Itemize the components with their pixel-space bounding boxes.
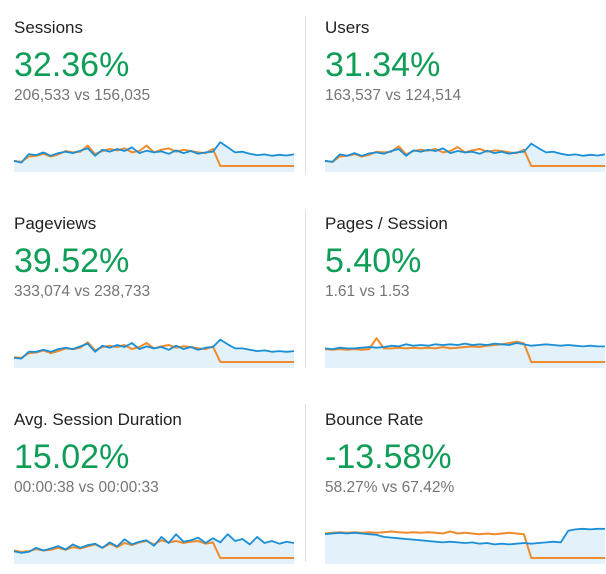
sparkline-previous-line bbox=[324, 337, 605, 363]
metric-name: Bounce Rate bbox=[325, 410, 424, 429]
sparkline-current-area bbox=[14, 534, 294, 564]
sparkline-current-area bbox=[325, 528, 605, 564]
sparkline-current-line bbox=[13, 141, 295, 164]
sparkline-current-line bbox=[324, 142, 606, 163]
metric-card-sessions[interactable]: Sessions 32.36% 206,533 vs 156,035 bbox=[13, 12, 295, 182]
sparkline-previous-line bbox=[324, 530, 605, 559]
sparkline bbox=[324, 142, 606, 172]
column-divider bbox=[305, 210, 306, 368]
metric-comparison: 58.27% vs 67.42% bbox=[325, 479, 455, 496]
metric-name: Users bbox=[325, 18, 370, 37]
metric-name: Sessions bbox=[14, 18, 83, 37]
column-divider bbox=[305, 404, 306, 562]
sparkline bbox=[13, 141, 295, 172]
metric-name: Pageviews bbox=[14, 214, 97, 233]
sparkline bbox=[13, 533, 295, 564]
sparkline-current-line bbox=[324, 342, 605, 351]
metric-comparison: 333,074 vs 238,733 bbox=[14, 283, 151, 300]
metric-change: 39.52% bbox=[14, 242, 130, 280]
metric-name: Avg. Session Duration bbox=[14, 410, 182, 429]
metric-card-users[interactable]: Users 31.34% 163,537 vs 124,514 bbox=[324, 12, 606, 182]
metric-change: 32.36% bbox=[14, 46, 130, 84]
sparkline-current-line bbox=[324, 527, 605, 546]
metric-card-bounce-rate[interactable]: Bounce Rate -13.58% 58.27% vs 67.42% bbox=[324, 404, 605, 574]
column-divider bbox=[305, 16, 306, 174]
sparkline bbox=[324, 527, 605, 564]
metric-card-pageviews[interactable]: Pageviews 39.52% 333,074 vs 238,733 bbox=[13, 208, 295, 378]
sparkline-current-area bbox=[14, 339, 294, 368]
metric-change: 15.02% bbox=[14, 438, 130, 476]
metric-comparison: 163,537 vs 124,514 bbox=[325, 87, 462, 104]
sparkline bbox=[324, 337, 605, 368]
sparkline bbox=[13, 338, 295, 368]
metric-card-pages-per-session[interactable]: Pages / Session 5.40% 1.61 vs 1.53 bbox=[324, 208, 605, 378]
sparkline-current-area bbox=[325, 143, 605, 172]
metric-change: 31.34% bbox=[325, 46, 441, 84]
metric-change: -13.58% bbox=[325, 438, 452, 476]
metric-comparison: 1.61 vs 1.53 bbox=[325, 283, 410, 300]
metric-name: Pages / Session bbox=[325, 214, 448, 233]
metric-comparison: 00:00:38 vs 00:00:33 bbox=[14, 479, 159, 496]
metric-comparison: 206,533 vs 156,035 bbox=[14, 87, 151, 104]
sparkline-current-line bbox=[13, 338, 295, 360]
sparkline-current-area bbox=[14, 142, 294, 172]
sparkline-current-line bbox=[13, 533, 295, 554]
metric-change: 5.40% bbox=[325, 242, 422, 280]
metric-card-avg-session-duration[interactable]: Avg. Session Duration 15.02% 00:00:38 vs… bbox=[13, 404, 295, 574]
